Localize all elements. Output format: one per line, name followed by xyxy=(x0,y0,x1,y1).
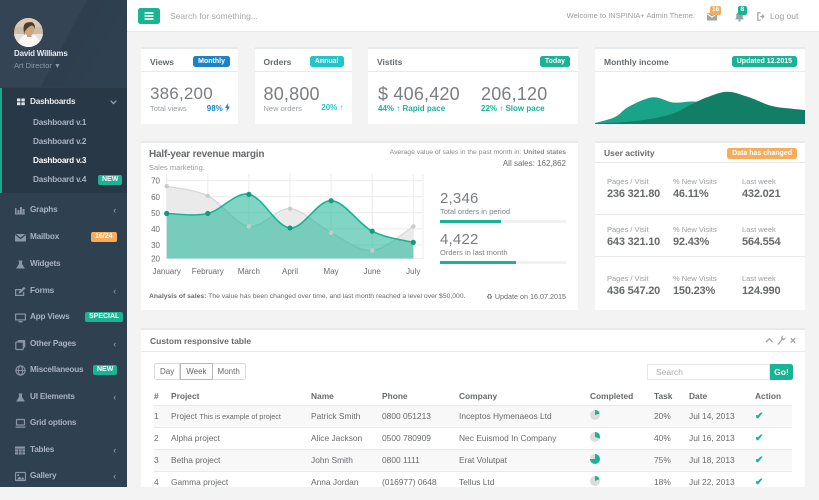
svg-text:60: 60 xyxy=(151,193,160,202)
svg-text:June: June xyxy=(364,267,382,276)
svg-text:70: 70 xyxy=(151,177,160,186)
svg-text:July: July xyxy=(406,267,420,276)
svg-text:50: 50 xyxy=(151,209,160,218)
svg-text:40: 40 xyxy=(151,225,160,234)
svg-text:April: April xyxy=(282,267,298,276)
svg-text:March: March xyxy=(238,267,260,276)
svg-text:May: May xyxy=(324,267,339,276)
svg-text:February: February xyxy=(192,267,224,276)
svg-text:January: January xyxy=(152,267,180,276)
svg-text:30: 30 xyxy=(151,241,160,250)
svg-text:20: 20 xyxy=(151,255,160,264)
